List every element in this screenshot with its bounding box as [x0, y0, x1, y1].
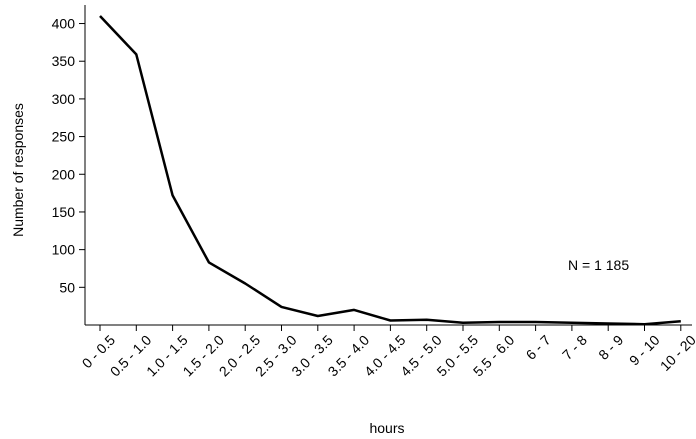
y-tick-label: 300 [52, 91, 76, 107]
data-line [99, 15, 681, 326]
y-tick-label: 350 [52, 53, 76, 69]
x-axis-title: hours [369, 420, 404, 436]
sample-size-annotation: N = 1 185 [568, 257, 629, 273]
y-tick-label: 50 [59, 279, 75, 295]
y-tick-label: 100 [52, 242, 76, 258]
y-axis-title: Number of responses [10, 103, 26, 237]
y-tick-label: 200 [52, 166, 76, 182]
x-tick-label: 7 - 8 [559, 332, 590, 363]
y-axis-ticks: 50 100 150 200 250 300 350 400 [52, 16, 85, 295]
y-tick-label: 150 [52, 204, 76, 220]
x-axis-ticks: 0 - 0.50.5 - 1.01.0 - 1.51.5 - 2.02.0 - … [79, 325, 696, 379]
x-tick-label: 5.5 - 6.0 [470, 332, 518, 380]
y-tick-label: 400 [52, 16, 76, 32]
x-tick-label: 6 - 7 [523, 332, 554, 363]
y-tick-label: 250 [52, 129, 76, 145]
x-tick-label: 10 - 20 [657, 332, 696, 374]
x-tick-label: 8 - 9 [595, 332, 626, 363]
